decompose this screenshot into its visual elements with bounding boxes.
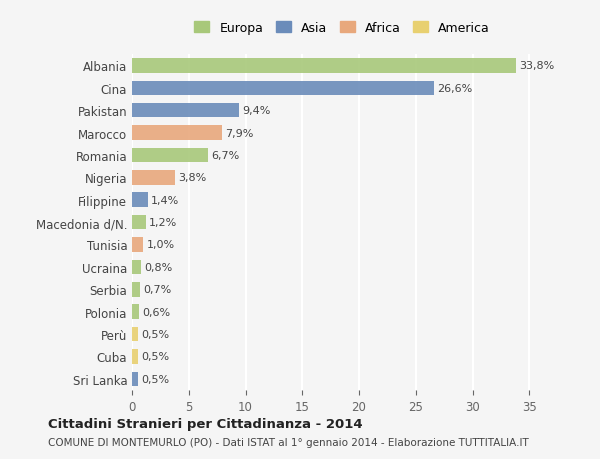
Text: Cittadini Stranieri per Cittadinanza - 2014: Cittadini Stranieri per Cittadinanza - 2… (48, 417, 362, 430)
Bar (132, 104, 239, 118)
Text: 6,7%: 6,7% (211, 151, 240, 161)
Text: 7,9%: 7,9% (225, 128, 253, 138)
Text: 0,6%: 0,6% (142, 307, 170, 317)
Text: COMUNE DI MONTEMURLO (PO) - Dati ISTAT al 1° gennaio 2014 - Elaborazione TUTTITA: COMUNE DI MONTEMURLO (PO) - Dati ISTAT a… (48, 437, 529, 447)
Text: 0,7%: 0,7% (143, 285, 172, 295)
Text: 33,8%: 33,8% (519, 61, 554, 71)
Text: 1,4%: 1,4% (151, 195, 179, 205)
Text: 0,8%: 0,8% (145, 262, 173, 272)
Bar (132, 215, 146, 230)
Legend: Europa, Asia, Africa, America: Europa, Asia, Africa, America (191, 18, 493, 38)
Bar (132, 81, 434, 96)
Bar (132, 327, 137, 341)
Bar (132, 193, 148, 207)
Text: 1,0%: 1,0% (147, 240, 175, 250)
Bar (132, 260, 141, 274)
Bar (132, 148, 208, 163)
Text: 0,5%: 0,5% (141, 329, 169, 339)
Text: 26,6%: 26,6% (437, 84, 473, 94)
Text: 1,2%: 1,2% (149, 218, 177, 228)
Bar (132, 305, 139, 319)
Bar (132, 282, 140, 297)
Text: 0,5%: 0,5% (141, 352, 169, 362)
Text: 9,4%: 9,4% (242, 106, 271, 116)
Bar (132, 59, 515, 73)
Text: 3,8%: 3,8% (179, 173, 207, 183)
Bar (132, 349, 137, 364)
Bar (132, 126, 221, 140)
Bar (132, 372, 137, 386)
Text: 0,5%: 0,5% (141, 374, 169, 384)
Bar (132, 171, 175, 185)
Bar (132, 238, 143, 252)
